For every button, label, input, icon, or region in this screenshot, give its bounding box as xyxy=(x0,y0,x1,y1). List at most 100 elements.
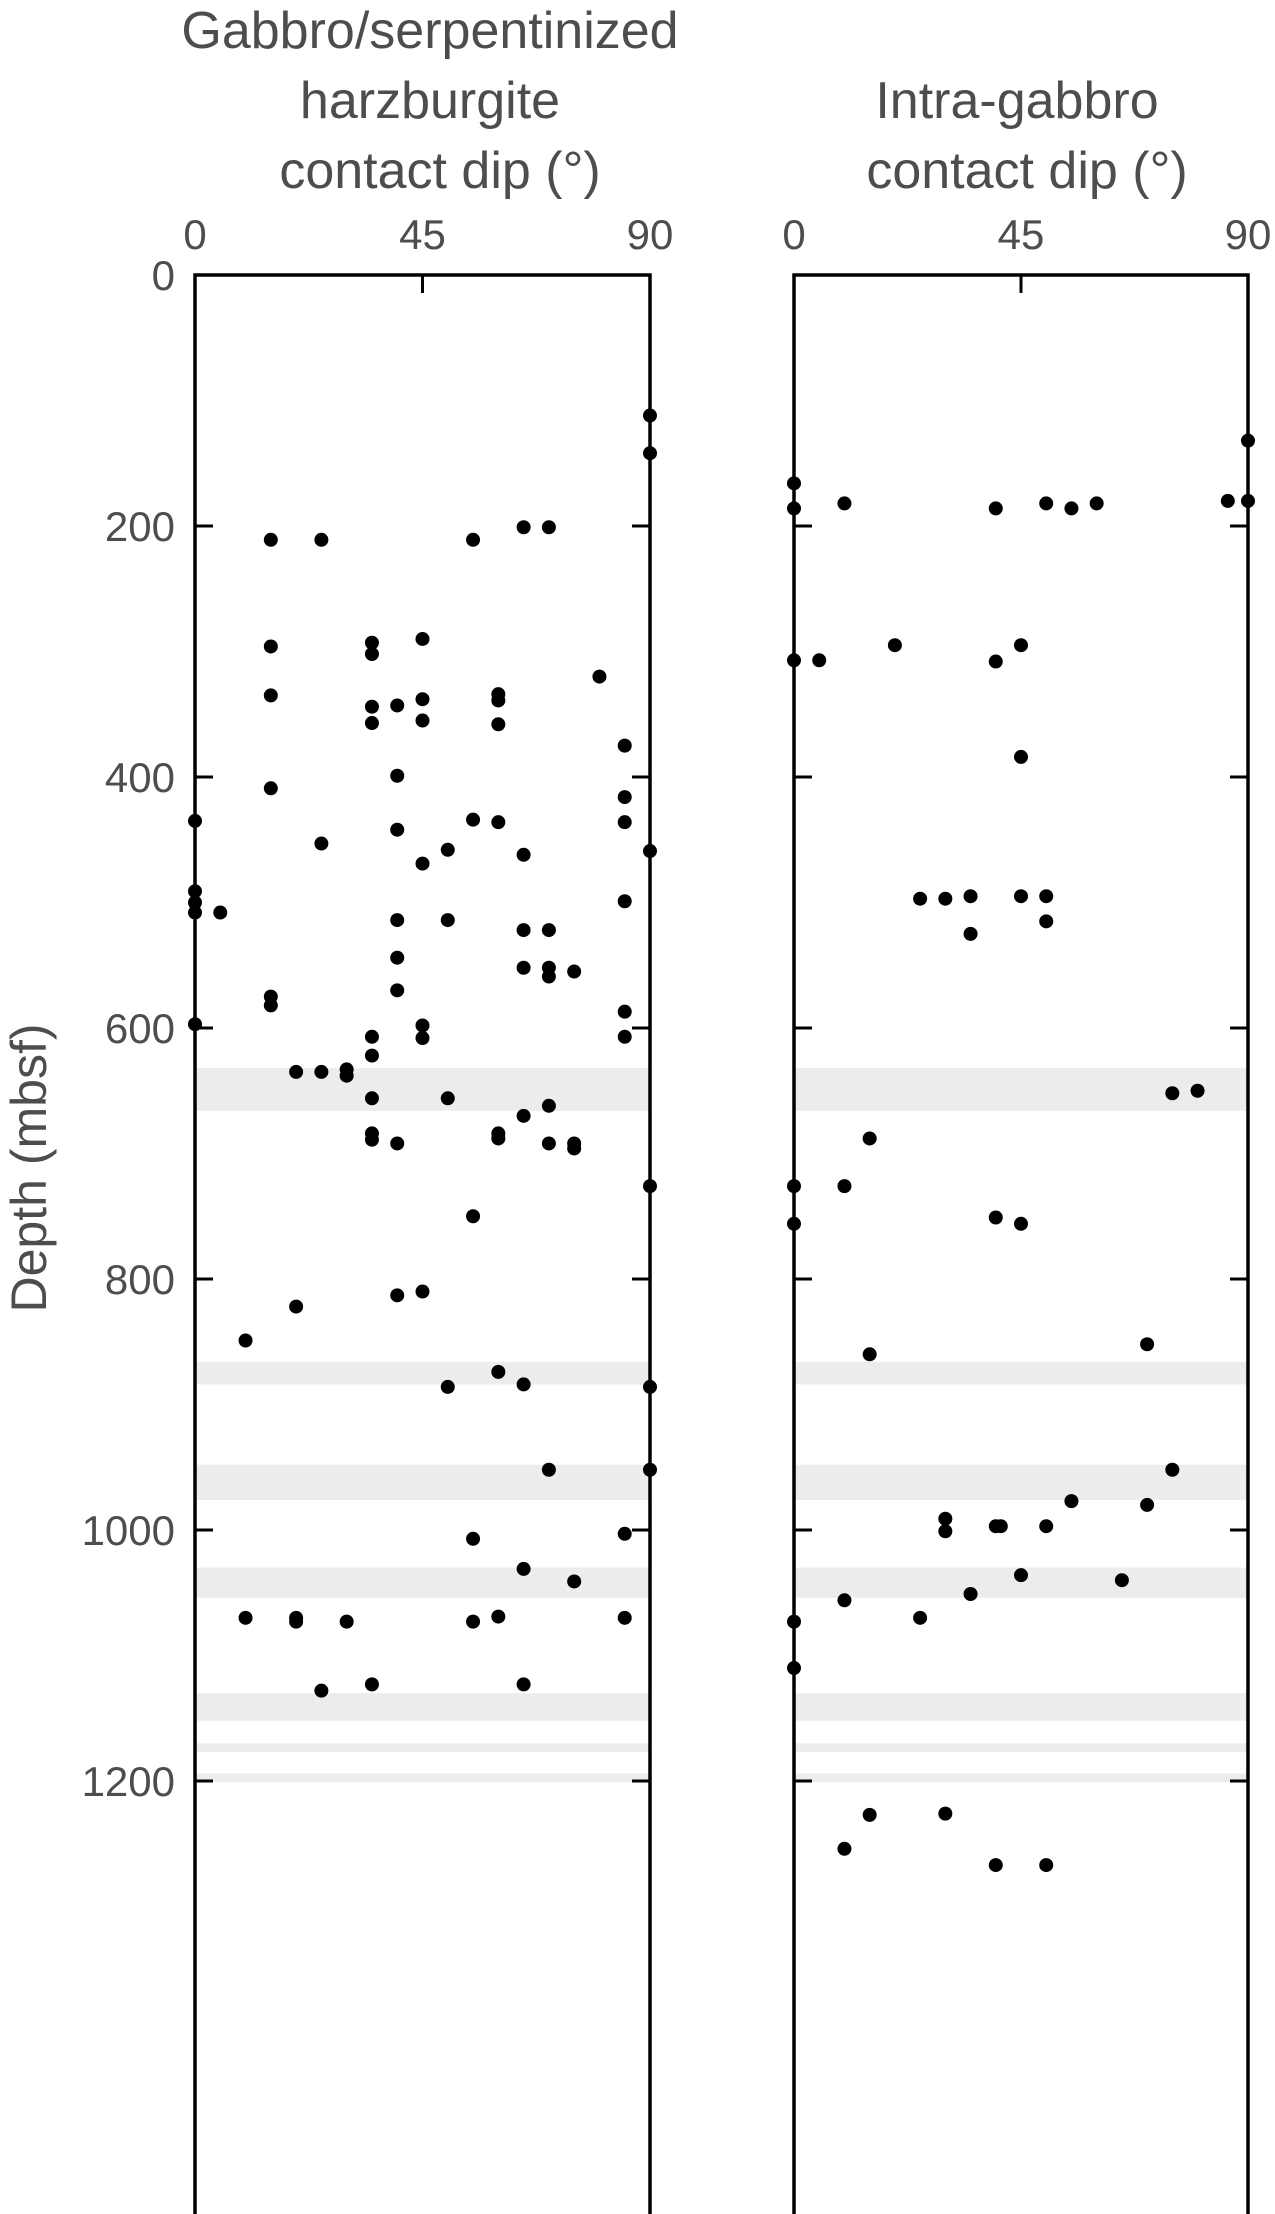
right-shaded-band-4 xyxy=(794,1693,1248,1721)
left-data-point-69 xyxy=(364,1132,379,1147)
left-data-point-0 xyxy=(643,408,657,423)
right-data-point-16 xyxy=(913,891,928,906)
right-data-point-50 xyxy=(837,1841,852,1856)
right-data-point-45 xyxy=(913,1610,928,1625)
left-x-tick-label-2: 90 xyxy=(627,211,674,258)
right-data-point-21 xyxy=(963,926,978,941)
left-data-point-87 xyxy=(617,1526,632,1541)
left-data-point-31 xyxy=(440,842,455,857)
right-data-point-2 xyxy=(837,496,852,511)
left-data-point-66 xyxy=(516,1108,531,1123)
right-data-point-44 xyxy=(963,1587,978,1602)
right-shaded-band-2 xyxy=(794,1464,1248,1500)
left-shaded-band-6 xyxy=(195,1773,650,1783)
left-data-point-65 xyxy=(541,1098,556,1113)
left-data-point-43 xyxy=(541,923,556,938)
left-data-point-35 xyxy=(188,884,202,899)
right-data-point-37 xyxy=(938,1524,953,1539)
right-data-point-14 xyxy=(988,654,1003,669)
left-data-point-88 xyxy=(466,1531,481,1546)
right-data-point-43 xyxy=(837,1593,852,1608)
right-shaded-band-5 xyxy=(794,1743,1248,1753)
y-tick-label-3: 600 xyxy=(105,1005,175,1052)
right-data-point-19 xyxy=(1014,889,1028,904)
right-data-point-39 xyxy=(993,1519,1008,1534)
right-data-point-48 xyxy=(862,1807,877,1822)
right-data-point-41 xyxy=(1014,1568,1028,1583)
right-data-point-40 xyxy=(1039,1519,1054,1534)
left-data-point-83 xyxy=(516,1377,531,1392)
left-data-point-33 xyxy=(643,844,657,859)
left-data-point-79 xyxy=(289,1299,304,1314)
right-data-point-42 xyxy=(1114,1573,1129,1588)
left-data-point-90 xyxy=(567,1574,582,1589)
left-data-point-55 xyxy=(364,1029,379,1044)
left-data-point-56 xyxy=(415,1031,430,1046)
left-data-points xyxy=(188,408,657,1698)
left-shaded-band-5 xyxy=(195,1743,650,1753)
right-data-point-0 xyxy=(1241,433,1255,448)
left-axes: 0 45 90 0 200 400 600 800 1000 1200 xyxy=(82,211,674,2214)
right-data-point-18 xyxy=(963,889,978,904)
left-data-point-11 xyxy=(592,669,607,684)
left-data-point-100 xyxy=(314,1683,329,1698)
y-tick-label-2: 400 xyxy=(105,754,175,801)
left-title-line-2: harzburgite xyxy=(300,72,560,130)
left-data-point-7 xyxy=(263,639,278,654)
left-data-point-98 xyxy=(516,1677,531,1692)
right-data-point-47 xyxy=(787,1661,801,1676)
right-data-point-30 xyxy=(1014,1216,1028,1231)
left-data-point-5 xyxy=(314,532,329,547)
left-data-point-95 xyxy=(289,1614,304,1629)
left-data-point-19 xyxy=(364,716,379,731)
left-data-point-14 xyxy=(415,692,430,707)
left-data-point-71 xyxy=(390,1136,405,1151)
left-data-point-72 xyxy=(541,1136,556,1151)
left-data-point-15 xyxy=(491,693,506,708)
right-x-tick-label-2: 90 xyxy=(1225,211,1272,258)
left-data-point-54 xyxy=(415,1018,430,1033)
left-data-point-44 xyxy=(390,950,405,965)
right-data-point-32 xyxy=(862,1347,877,1362)
right-x-tick-label-1: 45 xyxy=(998,211,1045,258)
y-axis-title: Depth (mbsf) xyxy=(1,1024,57,1313)
right-data-point-23 xyxy=(1165,1086,1180,1101)
left-data-point-32 xyxy=(516,847,531,862)
left-data-point-17 xyxy=(390,698,405,713)
right-data-point-5 xyxy=(1220,493,1235,508)
left-data-point-94 xyxy=(617,1610,632,1625)
right-data-point-8 xyxy=(988,501,1003,516)
right-shaded-bands xyxy=(794,1068,1248,1783)
left-data-point-37 xyxy=(188,895,202,910)
right-x-tick-label-0: 0 xyxy=(782,211,805,258)
left-data-point-80 xyxy=(238,1333,253,1348)
left-data-point-51 xyxy=(263,998,278,1013)
left-data-point-39 xyxy=(213,905,228,920)
left-data-point-58 xyxy=(364,1048,379,1063)
left-data-point-38 xyxy=(188,905,202,920)
right-data-point-35 xyxy=(1140,1497,1155,1512)
right-title-line-1: Intra-gabbro xyxy=(875,72,1158,130)
y-tick-label-0: 0 xyxy=(152,252,175,299)
right-data-point-27 xyxy=(837,1179,852,1194)
left-data-point-9 xyxy=(415,631,430,646)
right-plot-frame xyxy=(792,273,1250,2214)
left-x-tick-label-1: 45 xyxy=(399,211,446,258)
left-data-point-86 xyxy=(643,1462,657,1477)
left-data-point-75 xyxy=(643,1179,657,1194)
left-data-point-84 xyxy=(643,1379,657,1394)
left-data-point-76 xyxy=(466,1209,481,1224)
y-tick-label-1: 200 xyxy=(105,503,175,550)
left-shaded-band-3 xyxy=(195,1567,650,1598)
right-data-point-15 xyxy=(1014,749,1028,764)
right-data-point-36 xyxy=(938,1511,953,1526)
left-data-point-4 xyxy=(263,532,278,547)
left-data-point-21 xyxy=(617,738,632,753)
left-data-point-91 xyxy=(238,1610,253,1625)
left-data-point-6 xyxy=(466,532,481,547)
left-data-point-26 xyxy=(466,812,481,827)
left-data-point-1 xyxy=(643,446,657,461)
left-data-point-70 xyxy=(491,1131,506,1146)
right-data-point-46 xyxy=(787,1614,801,1629)
right-data-point-26 xyxy=(787,1179,801,1194)
